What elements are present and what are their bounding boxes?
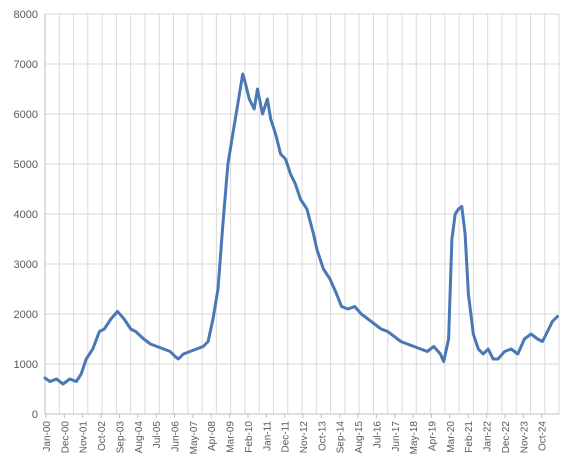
x-tick-label: Aug-04 (134, 421, 145, 454)
x-tick-label: May-07 (189, 421, 200, 455)
x-tick-label: Apr-19 (428, 421, 439, 451)
y-tick-label: 0 (32, 409, 38, 421)
x-tick-label: Dec-11 (281, 421, 292, 453)
x-tick-label: Feb-21 (464, 421, 475, 453)
x-tick-label: Sep-14 (336, 421, 347, 454)
x-tick-label: Nov-23 (519, 421, 530, 454)
y-axis: 0 1000 2000 3000 4000 5000 6000 7000 8000 (14, 9, 38, 421)
gridlines (44, 13, 560, 415)
y-tick-label: 2000 (14, 309, 38, 321)
y-tick-label: 3000 (14, 259, 38, 271)
y-tick-label: 5000 (14, 159, 38, 171)
x-tick-label: Jul-16 (372, 421, 383, 449)
x-tick-label: May-18 (409, 421, 420, 455)
x-tick-label: Dec-22 (501, 421, 512, 454)
y-tick-label: 4000 (14, 209, 38, 221)
x-tick-label: Oct-02 (97, 421, 108, 451)
x-tick-label: Aug-15 (354, 421, 365, 454)
series-line (43, 72, 559, 386)
x-tick-label: Mar-09 (226, 421, 237, 453)
y-tick-label: 8000 (14, 9, 38, 21)
x-tick-label: Oct-13 (317, 421, 328, 451)
x-tick-label: Mar-20 (446, 421, 457, 453)
x-axis: Jan-00 Dec-00 Nov-01 Oct-02 Sep-03 Aug-04 Jul-… (42, 414, 549, 454)
x-tick-label: Jan-00 (42, 421, 53, 452)
x-tick-label: Nov-12 (299, 421, 310, 454)
x-tick-label: Jun-17 (391, 421, 402, 452)
y-tick-label: 1000 (14, 359, 38, 371)
x-tick-label: Nov-01 (79, 421, 90, 454)
y-tick-label: 7000 (14, 59, 38, 71)
x-tick-label: Jul-05 (152, 421, 163, 449)
x-tick-label: Dec-00 (60, 421, 71, 454)
x-tick-label: Sep-03 (115, 421, 126, 454)
x-tick-label: Apr-08 (207, 421, 218, 451)
x-tick-label: Oct-24 (538, 421, 549, 451)
y-tick-label: 6000 (14, 109, 38, 121)
x-tick-label: Feb-10 (244, 421, 255, 453)
x-tick-label: Jun-06 (171, 421, 182, 452)
x-tick-label: Jan-22 (483, 421, 494, 452)
x-tick-label: Jan-11 (262, 421, 273, 451)
